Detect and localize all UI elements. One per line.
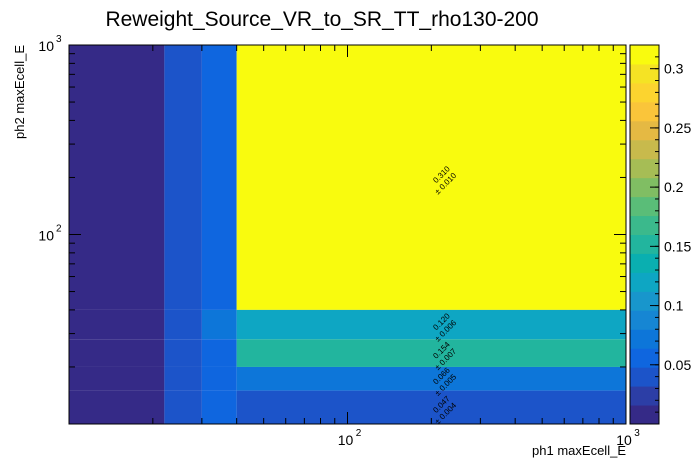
x-axis-label: ph1 maxEcell_E [532, 443, 626, 458]
colorbar-segment [630, 253, 659, 273]
colorbar-segment [630, 386, 659, 406]
colorbar-segment [630, 177, 659, 198]
colorbar-segment [630, 139, 659, 160]
heatmap-cell [164, 45, 202, 310]
colorbar-tick-label: 0.15 [664, 238, 691, 254]
heatmap-cell [69, 390, 165, 424]
heatmap-cell [164, 390, 202, 424]
x-tick-exponent: 2 [356, 428, 362, 439]
colorbar-segment [630, 310, 659, 330]
x-tick-label: 10 [338, 432, 354, 448]
colorbar-tick-label: 0.2 [664, 179, 684, 195]
heatmap-cell [236, 339, 626, 367]
colorbar-tick-label: 0.05 [664, 357, 691, 373]
colorbar-segment [630, 63, 659, 84]
x-tick-label: 10 [616, 432, 632, 448]
heatmap-cell [201, 339, 237, 367]
colorbar-segment [630, 196, 659, 217]
heatmap-cell [236, 45, 626, 310]
colorbar-segment [630, 291, 659, 311]
colorbar-segment [630, 82, 659, 103]
heatmap-cell [201, 366, 237, 391]
colorbar-segment [630, 215, 659, 235]
chart-title: Reweight_Source_VR_to_SR_TT_rho130-200 [105, 8, 538, 31]
heatmap-cell [201, 45, 237, 310]
heatmap-cell [69, 366, 165, 391]
axes: 10 2 10 310 210 3 [38, 34, 640, 448]
colorbar-segment [630, 158, 659, 179]
colorbar-segment [630, 329, 659, 349]
heatmap-cell [164, 366, 202, 391]
heatmap-cell [201, 309, 237, 340]
heatmap-cells [69, 45, 626, 424]
colorbar-tick-label: 0.25 [664, 120, 691, 136]
colorbar-tick-label: 0.3 [664, 61, 684, 77]
heatmap-cell [69, 309, 165, 340]
heatmap-cell [164, 309, 202, 340]
heatmap-cell [236, 366, 626, 391]
heatmap-cell [236, 309, 626, 340]
colorbar-segment [630, 45, 659, 65]
colorbar-segment [630, 348, 659, 368]
colorbar-segment [630, 234, 659, 254]
y-tick-label: 10 [38, 38, 54, 54]
heatmap-cell [69, 45, 165, 310]
colorbar-tick-label: 0.1 [664, 298, 684, 314]
colorbar-segment [630, 101, 659, 122]
y-tick-exponent: 2 [56, 224, 62, 235]
colorbar-segment [630, 367, 659, 387]
heatmap-cell [69, 339, 165, 367]
heatmap-cell [201, 390, 237, 424]
colorbar: 0.05 0.1 0.15 0.2 0.25 0.3 [629, 44, 691, 425]
x-tick-exponent: 3 [634, 428, 640, 439]
colorbar-segment [630, 120, 659, 141]
heatmap-cell [164, 339, 202, 367]
colorbar-segment [630, 405, 659, 425]
y-axis-label: ph2 maxEcell_E [12, 45, 27, 139]
y-tick-exponent: 3 [56, 34, 62, 45]
colorbar-segment [630, 272, 659, 292]
y-tick-label: 10 [38, 228, 54, 244]
